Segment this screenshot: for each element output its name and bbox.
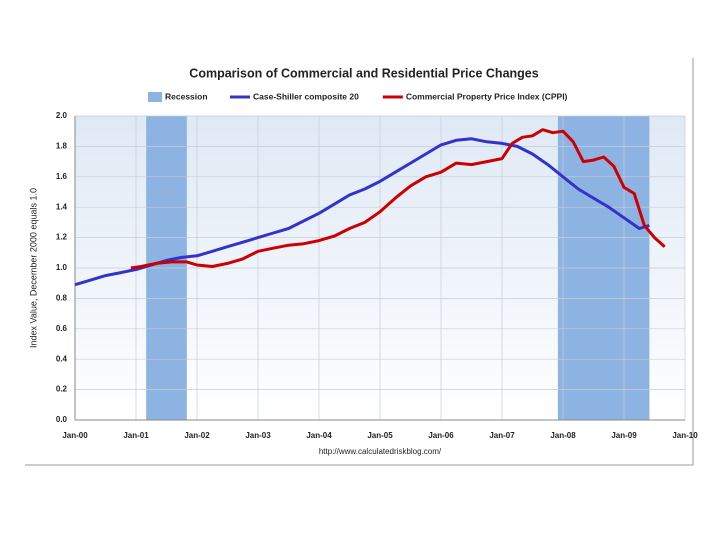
y-tick-label: 0.4 [56,354,68,363]
legend-label: Recession [165,91,208,101]
x-tick-label: Jan-04 [306,431,332,440]
x-tick-label: Jan-03 [245,431,271,440]
x-tick-label: Jan-06 [428,431,454,440]
x-tick-label: Jan-09 [611,431,637,440]
y-tick-label: 1.4 [56,202,68,211]
y-tick-label: 1.2 [56,233,68,242]
x-tick-label: Jan-10 [672,431,698,440]
y-tick-label: 0.2 [56,385,68,394]
y-tick-label: 1.8 [56,142,68,151]
x-tick-label: Jan-01 [123,431,149,440]
chart-title: Comparison of Commercial and Residential… [189,66,538,80]
legend-label: Commercial Property Price Index (CPPI) [406,91,568,101]
y-tick-label: 1.0 [56,263,68,272]
y-tick-label: 0.0 [56,415,68,424]
series-line [130,128,666,270]
y-tick-label: 0.8 [56,294,68,303]
legend-label: Case-Shiller composite 20 [253,91,359,101]
x-tick-label: Jan-08 [550,431,576,440]
y-tick-label: 1.6 [56,172,68,181]
y-tick-label: 2.0 [56,111,68,120]
x-tick-label: Jan-07 [489,431,515,440]
y-tick-label: 0.6 [56,324,68,333]
x-tick-label: Jan-00 [62,431,88,440]
legend: Recession Case-Shiller composite 20 Commer… [148,91,568,102]
x-tick-label: Jan-05 [367,431,393,440]
source: http://www.calculatedriskblog.com/ [319,447,442,456]
series-line [74,137,650,287]
legend-swatch [148,92,162,102]
x-tick-label: Jan-02 [184,431,210,440]
y-axis-label: Index Value, December 2000 equals 1.0 [28,188,38,348]
